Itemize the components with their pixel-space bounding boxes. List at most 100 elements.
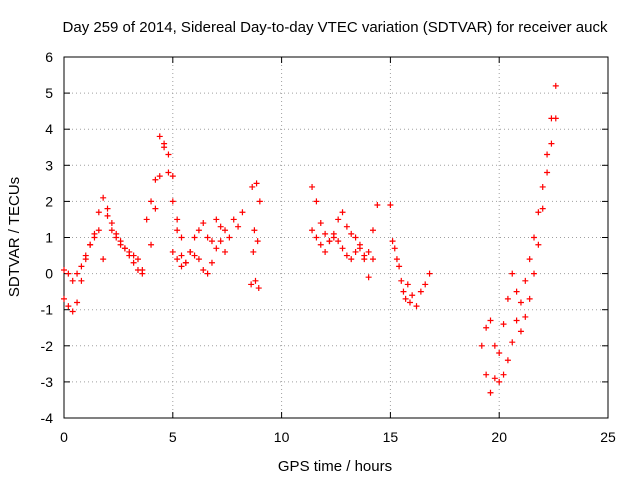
data-point (348, 230, 355, 237)
data-point (117, 241, 124, 248)
data-point (339, 209, 346, 216)
data-point (317, 220, 324, 227)
data-point (517, 328, 524, 335)
y-tick-label: 2 (45, 193, 53, 209)
data-point (217, 223, 224, 230)
data-point (322, 248, 329, 255)
series-sat-f (309, 183, 381, 263)
data-point (108, 227, 115, 234)
data-point (65, 270, 72, 277)
data-point (248, 281, 255, 288)
data-point (143, 216, 150, 223)
data-point (69, 277, 76, 284)
data-point (389, 238, 396, 245)
data-point (544, 151, 551, 158)
series-sat-b (61, 212, 146, 284)
data-point (544, 169, 551, 176)
data-point (195, 227, 202, 234)
x-tick-label: 15 (383, 429, 399, 445)
data-point (406, 299, 413, 306)
data-point (174, 227, 181, 234)
data-point (95, 209, 102, 216)
data-point (139, 266, 146, 273)
data-point (251, 227, 258, 234)
data-point (148, 198, 155, 205)
data-point (61, 266, 67, 273)
data-point (95, 227, 102, 234)
data-point (253, 180, 260, 187)
data-point (254, 238, 261, 245)
data-point (322, 230, 329, 237)
data-point (200, 266, 207, 273)
data-point (104, 205, 111, 212)
y-tick-label: 4 (45, 121, 53, 137)
data-point (256, 198, 263, 205)
y-tick-label: 0 (45, 266, 53, 282)
series-sat-e (248, 180, 263, 292)
data-point (156, 173, 163, 180)
data-point (504, 357, 511, 364)
data-point (335, 238, 342, 245)
data-point (330, 230, 337, 237)
data-point (526, 295, 533, 302)
data-point (535, 209, 542, 216)
data-point (87, 241, 94, 248)
data-point (235, 223, 242, 230)
data-point (169, 248, 176, 255)
data-point (195, 256, 202, 263)
data-point (487, 389, 494, 396)
data-point (535, 241, 542, 248)
data-point (513, 288, 520, 295)
data-point (65, 303, 72, 310)
data-point (393, 256, 400, 263)
data-point (552, 82, 559, 89)
data-point (178, 263, 185, 270)
data-point (491, 342, 498, 349)
x-tick-label: 10 (274, 429, 290, 445)
data-point (522, 313, 529, 320)
data-point (539, 183, 546, 190)
data-point (398, 277, 405, 284)
data-point (317, 241, 324, 248)
data-point (361, 252, 368, 259)
data-point (161, 140, 168, 147)
data-point (509, 270, 516, 277)
data-point (526, 256, 533, 263)
series-sat-g (309, 227, 376, 281)
data-point (174, 256, 181, 263)
data-point (178, 234, 185, 241)
data-point (352, 248, 359, 255)
data-point (343, 252, 350, 259)
data-point (313, 234, 320, 241)
data-point (496, 350, 503, 357)
data-point (165, 151, 172, 158)
data-point (69, 308, 76, 315)
data-point (417, 288, 424, 295)
data-point (208, 238, 215, 245)
data-point (100, 256, 107, 263)
data-point (500, 321, 507, 328)
x-tick-label: 0 (60, 429, 68, 445)
series-sat-i (478, 115, 559, 396)
data-point (108, 220, 115, 227)
data-point (483, 324, 490, 331)
data-points (61, 82, 559, 396)
data-point (413, 303, 420, 310)
data-point (387, 202, 394, 209)
data-point (152, 176, 159, 183)
y-tick-label: 6 (45, 49, 53, 65)
data-point (483, 371, 490, 378)
data-point (517, 299, 524, 306)
data-point (409, 292, 416, 299)
data-point (74, 299, 81, 306)
data-point (309, 227, 316, 234)
data-point (74, 270, 81, 277)
data-point (104, 212, 111, 219)
data-point (309, 183, 316, 190)
data-point (335, 216, 342, 223)
data-point (100, 194, 107, 201)
data-point (191, 234, 198, 241)
data-point (130, 252, 137, 259)
data-point (148, 241, 155, 248)
data-point (250, 248, 257, 255)
